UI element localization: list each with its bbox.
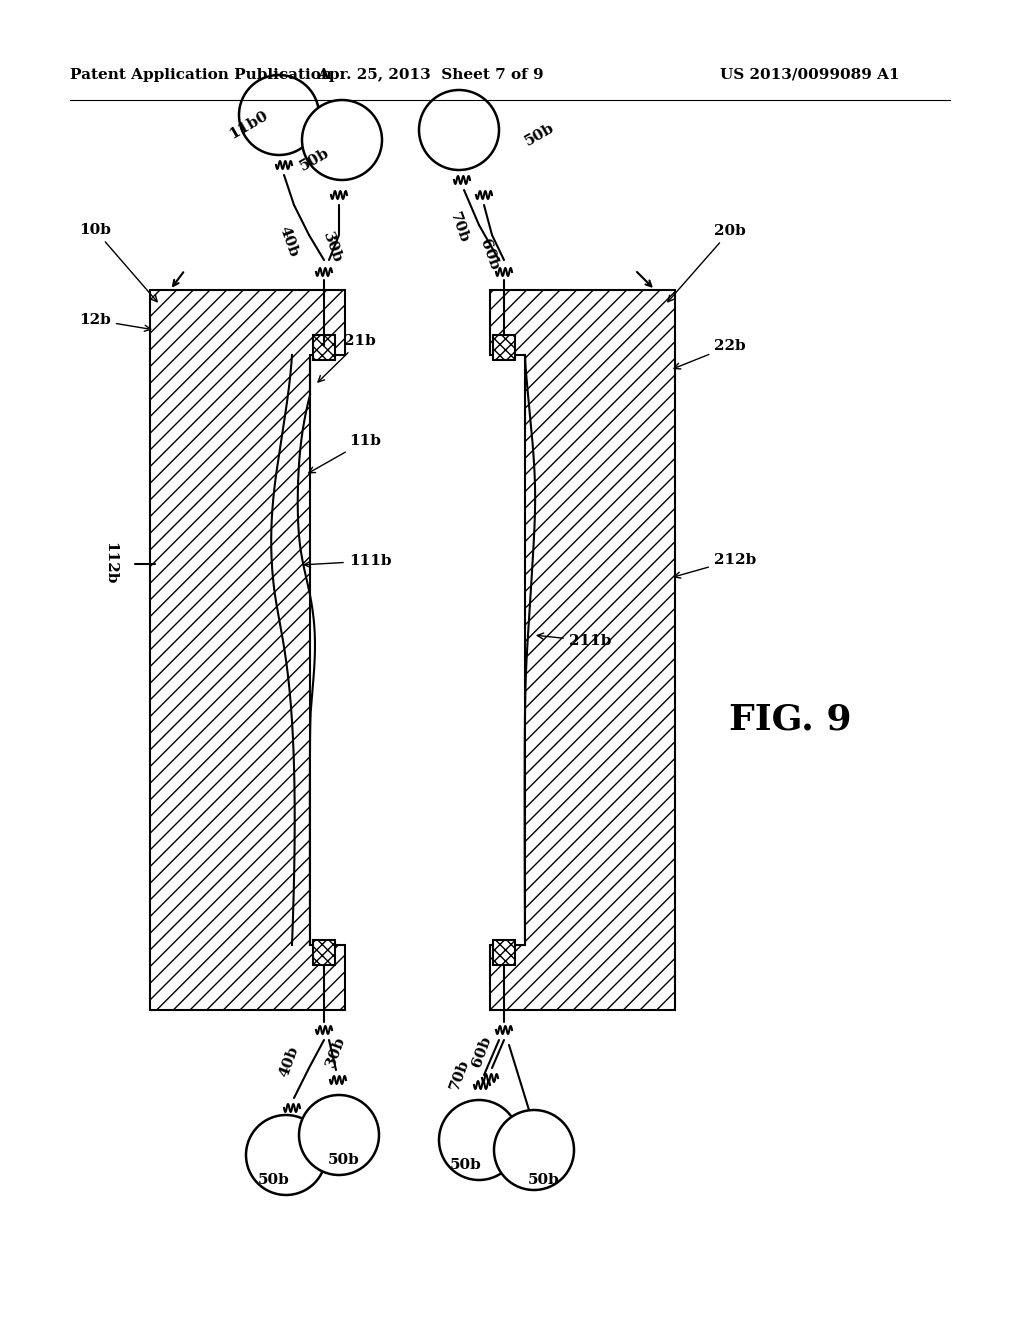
Polygon shape [150,290,345,1010]
Text: 50b: 50b [297,147,331,174]
Text: 30b: 30b [319,231,344,265]
Text: 40b: 40b [276,1044,301,1080]
Text: Patent Application Publication: Patent Application Publication [70,69,332,82]
Text: 12b: 12b [79,313,151,331]
Circle shape [439,1100,519,1180]
Text: 20b: 20b [668,224,745,302]
Text: 50b: 50b [522,121,556,149]
Text: 70b: 70b [446,1057,471,1093]
Text: 60b: 60b [477,238,501,272]
Text: US 2013/0099089 A1: US 2013/0099089 A1 [720,69,900,82]
Bar [493,335,515,360]
Text: 21b: 21b [318,334,376,381]
Polygon shape [490,290,675,1010]
Text: 40b: 40b [276,224,301,259]
Text: FIG. 9: FIG. 9 [729,704,851,737]
Text: 111b: 111b [304,554,391,568]
Text: 50b: 50b [528,1173,560,1187]
Text: 30b: 30b [324,1035,348,1069]
Text: 211b: 211b [538,634,611,648]
Text: 11b0: 11b0 [227,108,271,141]
Circle shape [239,75,319,154]
Text: 50b: 50b [328,1152,359,1167]
Circle shape [419,90,499,170]
Text: 22b: 22b [674,339,745,370]
Text: Apr. 25, 2013  Sheet 7 of 9: Apr. 25, 2013 Sheet 7 of 9 [316,69,544,82]
Text: 50b: 50b [451,1158,482,1172]
Text: 10b: 10b [79,223,157,302]
Text: 212b: 212b [674,553,756,578]
Circle shape [299,1096,379,1175]
Bar [313,940,335,965]
Text: 70b: 70b [446,211,471,246]
Bar [313,335,335,360]
Bar [493,940,515,965]
Circle shape [302,100,382,180]
Circle shape [494,1110,574,1191]
Text: 11b: 11b [309,434,381,473]
Text: 50b: 50b [258,1173,290,1187]
Circle shape [246,1115,326,1195]
Text: 112b: 112b [103,543,117,585]
Text: 60b: 60b [470,1035,494,1069]
